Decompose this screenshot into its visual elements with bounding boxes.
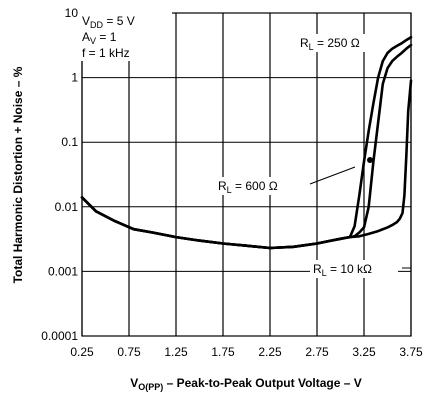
x-tick-label: 1.75 [211,345,235,359]
y-tick-label: 0.001 [48,264,78,278]
x-axis-label: VO(PP) – Peak-to-Peak Output Voltage – V [130,376,362,392]
condition-av: AV = 1 [82,30,117,46]
y-axis-label: Total Harmonic Distortion + Noise – % [11,66,25,283]
chart-series [80,36,413,250]
x-tick-label: 0.25 [70,345,94,359]
y-tick-label: 0.0001 [41,329,78,343]
condition-vdd: VDD = 5 V [82,14,135,30]
series-label-600-ohm: RL = 600 Ω [218,179,278,195]
leader-line-600-ohm [309,166,356,185]
series-line-10k-ohm [80,79,413,250]
series-label-250-ohm: RL = 250 Ω [300,36,360,52]
label-600-background [214,177,306,195]
label-250-background [297,34,385,52]
vdd-symbol: V [82,14,90,28]
y-tick-label: 0.01 [55,200,79,214]
plot-frame [81,12,412,337]
leader-dot-600-ohm [367,157,373,163]
av-symbol: A [82,30,90,44]
x-tick-label: 1.25 [164,345,188,359]
x-tick-label: 2.75 [305,345,329,359]
condition-frequency: f = 1 kHz [82,46,130,60]
conditions-background [78,11,172,61]
av-value: = 1 [96,30,117,44]
tick-labels: 0.25 0.75 1.25 1.75 2.25 2.75 3.25 3.75 10 1 0.1 0.… [41,6,423,359]
x-tick-label: 3.25 [352,345,376,359]
av-subscript: V [90,36,96,46]
y-tick-label: 10 [65,6,79,20]
label-10k-background [310,260,398,278]
x-tick-label: 0.75 [117,345,141,359]
y-tick-label: 0.1 [61,135,78,149]
vdd-subscript: DD [90,20,103,30]
x-tick-label: 3.75 [399,345,423,359]
x-tick-label: 2.25 [258,345,282,359]
series-label-10k-ohm: RL = 10 kΩ [313,262,372,278]
y-tick-label: 1 [71,71,78,85]
series-line-600-ohm [80,43,413,250]
vdd-value: = 5 V [103,14,135,28]
